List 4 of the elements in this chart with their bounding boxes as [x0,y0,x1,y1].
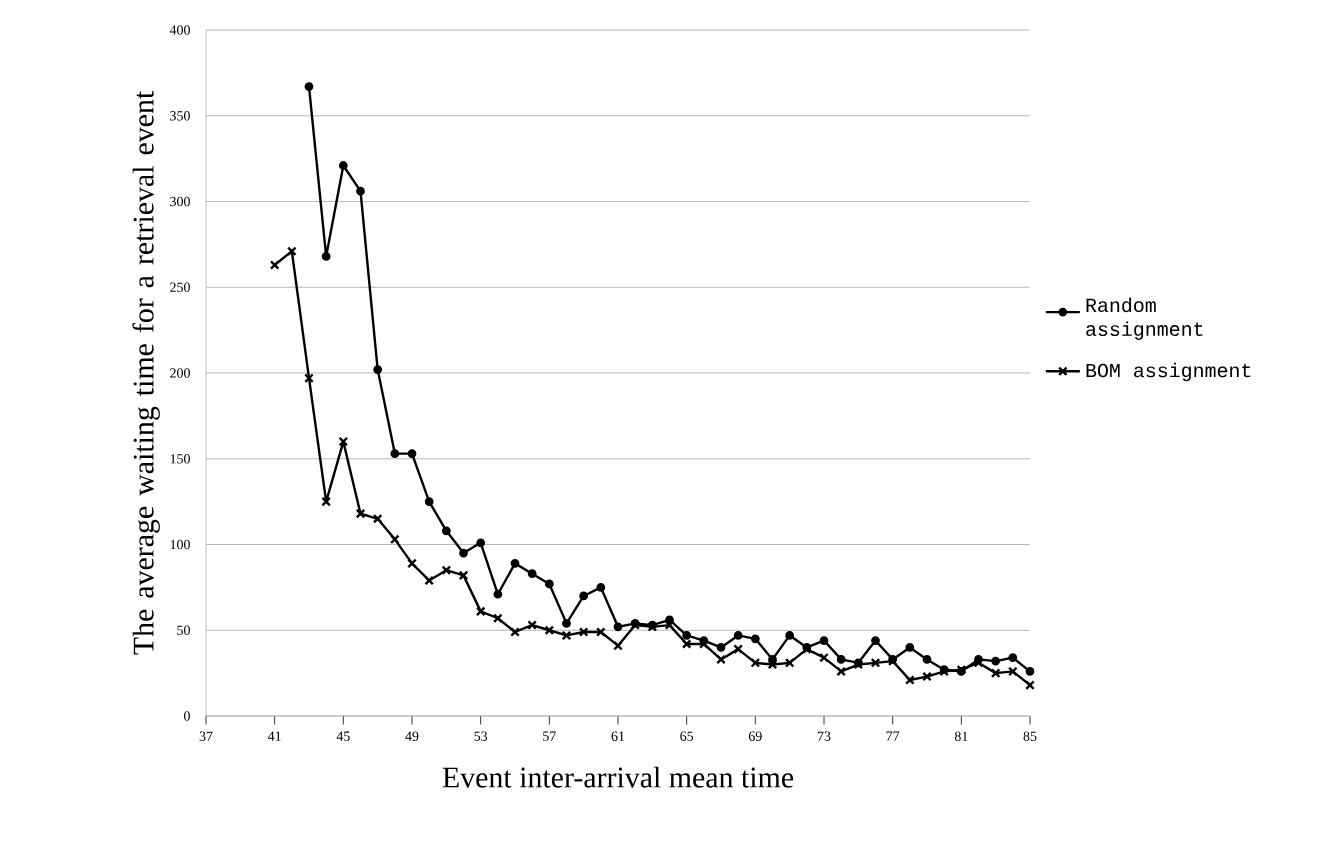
legend-label: BOM assignment [1086,362,1251,382]
y-axis-title: The average waiting time for a retrieval event [132,90,160,655]
legend-label: Random assignment [1086,297,1203,340]
x-axis-title: Event inter-arrival mean time [442,766,794,788]
